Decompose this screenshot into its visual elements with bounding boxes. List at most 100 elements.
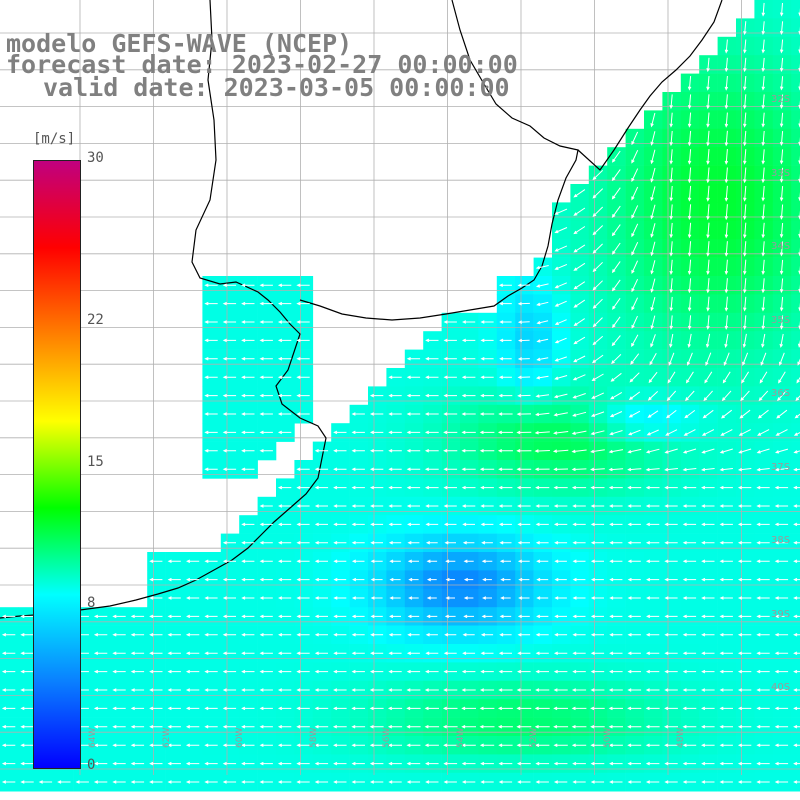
wind-arrow xyxy=(664,485,678,490)
wind-arrow xyxy=(774,485,789,490)
wind-arrow xyxy=(682,743,697,747)
wind-arrow xyxy=(590,577,604,582)
wind-arrow xyxy=(706,57,710,73)
wind-arrow xyxy=(737,780,752,784)
wind-arrow xyxy=(737,614,752,619)
wind-arrow xyxy=(259,596,273,600)
wind-arrow xyxy=(664,743,678,747)
wind-arrow xyxy=(650,204,656,220)
wind-arrow xyxy=(571,430,587,435)
wind-speed-cell xyxy=(791,184,800,203)
wind-arrow xyxy=(724,315,729,330)
wind-arrow xyxy=(351,633,365,637)
wind-arrow xyxy=(222,614,236,619)
wind-arrow xyxy=(706,185,710,202)
wind-arrow xyxy=(314,688,329,692)
colorbar-unit: [m/s] xyxy=(33,131,76,147)
wind-arrow xyxy=(241,393,255,398)
wind-arrow xyxy=(425,522,439,527)
model-title: modelo GEFS-WAVE (NCEP) xyxy=(6,29,353,58)
wind-arrow xyxy=(756,596,770,600)
wind-arrow xyxy=(351,504,365,508)
wind-arrow xyxy=(779,149,784,165)
wind-arrow xyxy=(631,131,639,146)
wind-arrow xyxy=(553,412,568,417)
wind-arrow xyxy=(536,596,549,600)
wind-arrow xyxy=(535,761,550,766)
wind-arrow xyxy=(779,57,784,73)
wind-arrow xyxy=(333,651,347,655)
wind-arrow xyxy=(609,391,623,400)
wind-arrow xyxy=(609,522,623,527)
latitude-label: 40S xyxy=(771,682,791,693)
wind-arrow xyxy=(756,743,770,747)
wind-arrow xyxy=(573,299,586,308)
wind-arrow xyxy=(553,761,568,766)
wind-arrow xyxy=(296,743,310,747)
wind-arrow xyxy=(590,485,605,490)
wind-arrow xyxy=(664,467,678,472)
wind-arrow xyxy=(442,725,458,729)
wind-arrow xyxy=(241,596,255,600)
wind-arrow xyxy=(314,780,329,784)
wind-arrow xyxy=(222,467,237,471)
wind-arrow xyxy=(756,614,770,619)
wind-arrow xyxy=(480,669,494,674)
wind-arrow xyxy=(724,333,729,349)
wind-arrow xyxy=(497,449,513,453)
wind-arrow xyxy=(351,706,366,711)
wind-arrow xyxy=(406,412,421,416)
lat-lon-grid xyxy=(0,0,800,775)
wind-arrow xyxy=(278,577,292,582)
wind-arrow xyxy=(669,333,674,348)
wind-arrow xyxy=(516,706,532,711)
wind-arrow xyxy=(779,2,784,17)
wind-arrow xyxy=(761,39,766,54)
wind-arrow xyxy=(296,357,310,361)
wind-arrow xyxy=(1,651,16,655)
wind-arrow xyxy=(590,449,605,454)
wind-arrow xyxy=(682,522,697,527)
wind-arrow xyxy=(590,761,605,766)
wind-arrow xyxy=(590,522,605,527)
wind-arrow xyxy=(682,669,697,674)
wind-arrow xyxy=(314,596,328,600)
wind-arrow xyxy=(664,577,678,582)
wind-arrow xyxy=(517,301,530,306)
wind-arrow xyxy=(277,393,292,398)
wind-arrow xyxy=(631,205,639,219)
wind-arrow xyxy=(738,429,751,436)
wind-arrow xyxy=(296,375,310,379)
wind-arrow xyxy=(743,130,747,147)
wind-arrow xyxy=(701,596,715,600)
wind-arrow xyxy=(774,577,789,582)
colorbar-tick-label: 15 xyxy=(87,453,104,470)
wind-arrow xyxy=(20,651,34,655)
wind-arrow xyxy=(719,633,733,637)
wind-arrow xyxy=(296,669,310,674)
longitude-label: 54W xyxy=(455,727,466,748)
wind-arrow xyxy=(572,559,586,563)
wind-arrow xyxy=(721,390,732,402)
wind-arrow xyxy=(761,315,766,330)
wind-arrow xyxy=(406,688,421,692)
wind-arrow xyxy=(388,541,402,545)
wind-arrow xyxy=(351,780,365,784)
wind-arrow xyxy=(609,633,623,637)
wind-arrow xyxy=(1,761,16,766)
wind-arrow xyxy=(774,706,789,711)
wind-arrow xyxy=(779,131,784,147)
wind-arrow xyxy=(333,577,347,582)
wind-arrow xyxy=(498,375,512,379)
wind-arrow xyxy=(724,167,729,184)
wind-arrow xyxy=(631,260,639,274)
wind-arrow xyxy=(573,207,586,216)
wind-arrow xyxy=(461,430,476,435)
wind-arrow xyxy=(554,282,567,289)
wind-arrow xyxy=(314,706,329,711)
wind-arrow xyxy=(685,390,695,402)
wind-arrow xyxy=(631,334,639,347)
wind-arrow xyxy=(534,706,550,711)
wind-arrow xyxy=(719,596,733,600)
wind-arrow xyxy=(388,522,402,527)
